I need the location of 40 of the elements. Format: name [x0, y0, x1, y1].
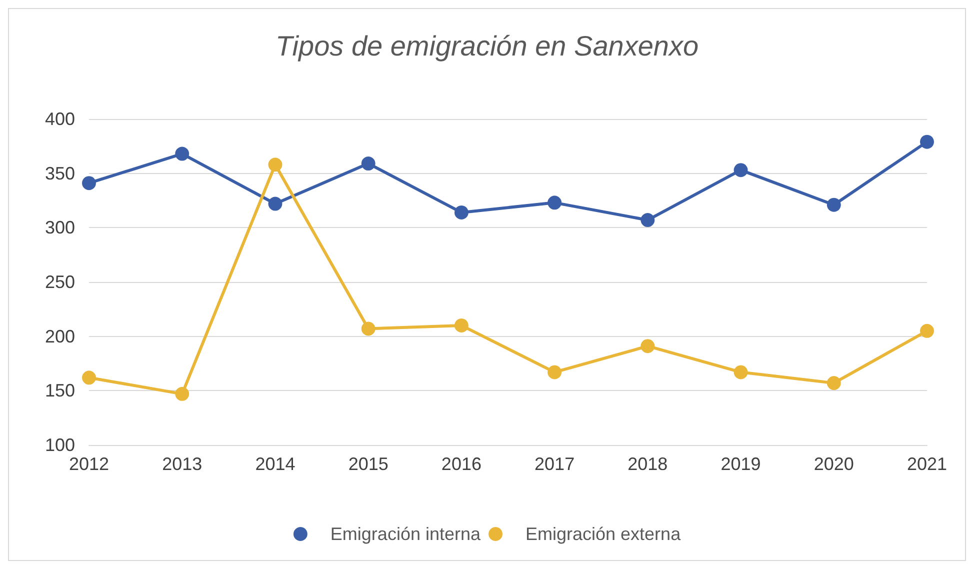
point — [826, 198, 841, 212]
y-tick-label: 400 — [44, 109, 75, 129]
y-tick-label: 350 — [44, 163, 75, 184]
x-tick-label: 2017 — [534, 454, 575, 474]
point — [826, 376, 841, 390]
point — [175, 146, 190, 161]
point — [454, 205, 468, 220]
point — [734, 163, 748, 178]
point — [920, 324, 934, 338]
x-tick-label: 2015 — [348, 454, 388, 474]
point — [640, 339, 655, 354]
y-tick-label: 250 — [44, 272, 75, 292]
chart-title: Tipos de emigración en Sanxenxo — [275, 30, 699, 62]
x-tick-label: 2016 — [441, 454, 482, 474]
point — [361, 322, 376, 336]
x-tick-label: 2021 — [906, 454, 948, 474]
y-tick-label: 200 — [44, 326, 75, 346]
point — [268, 158, 282, 172]
point — [82, 370, 96, 385]
x-tick-label: 2012 — [68, 454, 110, 474]
point — [548, 196, 562, 210]
x-tick-label: 2018 — [628, 454, 668, 474]
legend-label: Emigración externa — [526, 524, 682, 544]
point — [920, 134, 934, 149]
x-tick-label: 2013 — [162, 454, 202, 474]
y-tick-label: 150 — [44, 380, 75, 401]
legend-label: Emigración interna — [330, 524, 482, 544]
y-tick-label: 300 — [44, 218, 75, 238]
point — [734, 365, 748, 380]
point — [640, 213, 655, 228]
x-tick-label: 2019 — [720, 454, 761, 474]
y-tick-label: 100 — [44, 435, 75, 455]
point — [361, 156, 376, 171]
x-tick-label: 2014 — [255, 454, 296, 474]
point — [82, 176, 96, 190]
x-tick-label: 2020 — [814, 454, 854, 474]
point — [268, 196, 282, 211]
point — [175, 386, 190, 401]
point — [548, 365, 562, 380]
point — [454, 318, 468, 332]
